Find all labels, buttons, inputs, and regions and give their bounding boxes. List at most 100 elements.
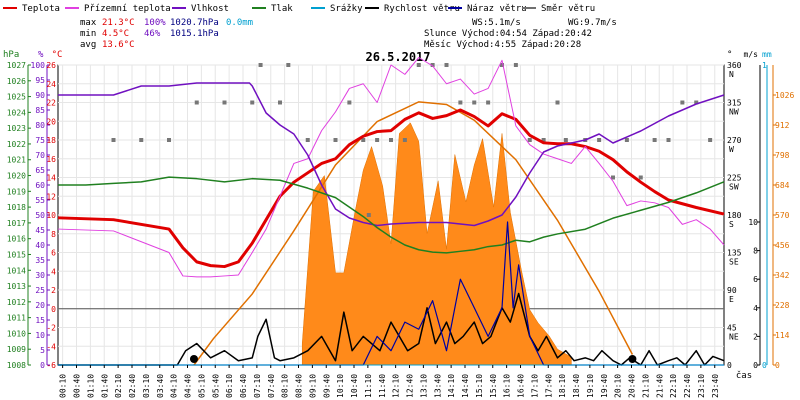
temperature-tick-label: 22 — [46, 99, 56, 108]
time-tick-label: 22:40 — [683, 374, 692, 398]
temperature-tick-label: 16 — [46, 155, 56, 164]
time-tick-label: 00:10 — [59, 374, 68, 398]
solar-tick-label: 1026 — [775, 91, 794, 100]
pressure-tick-label: 1008 — [7, 361, 26, 370]
time-tick-label: 02:40 — [128, 374, 137, 398]
time-tick-label: 15:40 — [489, 374, 498, 398]
axes: hPa% °C1008100910101011101210131014101510… — [3, 50, 794, 398]
time-tick-label: 13:40 — [433, 374, 442, 398]
humidity-tick-label: 10 — [35, 331, 45, 340]
time-tick-label: 14:40 — [461, 374, 470, 398]
pressure-tick-label: 1023 — [7, 124, 26, 133]
direction-axis-label: ° — [727, 50, 732, 60]
wind-direction-point — [111, 138, 116, 142]
wind-direction-point — [708, 138, 713, 142]
time-tick-label: 21:10 — [641, 374, 650, 398]
wind-axis-label: m/s — [744, 50, 759, 59]
rain-tick-label: 1 — [762, 61, 767, 70]
direction-tick-label: 90 — [727, 286, 737, 295]
wind-direction-point — [305, 138, 310, 142]
wind-direction-point — [389, 138, 393, 142]
time-tick-label: 02:10 — [114, 374, 123, 398]
wind-direction-point — [513, 63, 518, 67]
time-tick-label: 19:40 — [600, 374, 609, 398]
time-tick-label: 11:40 — [378, 374, 387, 398]
time-tick-label: 20:10 — [614, 374, 623, 398]
legend-label: Tlak — [271, 4, 293, 14]
temperature-tick-label: 2 — [51, 286, 56, 295]
pressure-tick-label: 1026 — [7, 77, 26, 86]
wind-direction-point — [472, 100, 477, 105]
wind-direction-point — [611, 175, 615, 180]
temperature-tick-label: 4 — [51, 267, 56, 276]
time-tick-label: 23:40 — [711, 374, 720, 398]
humidity-tick-label: 0 — [40, 361, 45, 370]
wind-direction-point — [652, 138, 657, 142]
direction-tick-letter: W — [729, 145, 734, 154]
solar-tick-label: 0 — [775, 361, 780, 370]
direction-tick-label: 360 — [727, 61, 742, 70]
time-tick-label: 15:10 — [475, 374, 484, 398]
time-tick-label: 13:10 — [419, 374, 428, 398]
time-tick-label: 01:40 — [100, 374, 109, 398]
temperature-tick-label: 12 — [46, 192, 56, 201]
avg-temp: 13.6°C — [102, 40, 135, 50]
time-tick-label: 05:40 — [211, 374, 220, 398]
wind-direction-point — [486, 100, 491, 105]
temperature-tick-label: 10 — [46, 211, 56, 220]
min-humidity: 46% — [144, 29, 161, 39]
humidity-tick-label: 35 — [35, 256, 45, 265]
direction-tick-label: 315 — [727, 99, 742, 108]
pressure-axis-label: hPa — [3, 50, 19, 60]
rain-axis-label: mm — [762, 50, 772, 59]
wind-direction-point — [597, 138, 602, 142]
wind-direction-point — [666, 138, 671, 142]
pressure-tick-label: 1012 — [7, 298, 26, 307]
time-tick-label: 16:10 — [503, 374, 512, 398]
time-tick-label: 10:10 — [336, 374, 345, 398]
solar-tick-label: 228 — [775, 301, 790, 310]
time-tick-label: 11:10 — [364, 374, 373, 398]
max-pressure: 1020.7hPa — [170, 18, 219, 28]
wind-direction-point — [375, 138, 380, 142]
wind-direction-point — [167, 138, 171, 142]
wind-direction-point — [638, 175, 643, 180]
temperature-tick-label: -6 — [46, 361, 56, 370]
time-tick-label: 18:10 — [558, 374, 567, 398]
humidity-tick-label: 50 — [35, 211, 45, 220]
time-axis-label: čas — [736, 370, 752, 381]
legend-label: Směr větru — [541, 4, 595, 14]
legend-label: Teplota — [22, 4, 60, 14]
time-tick-label: 00:40 — [73, 374, 82, 398]
legend-label: Náraz větru — [467, 4, 527, 14]
max-humidity: 100% — [144, 18, 166, 28]
direction-tick-label: 180 — [727, 211, 742, 220]
pressure-tick-label: 1015 — [7, 250, 26, 259]
max-rain: 0.0mm — [226, 18, 253, 28]
solar-tick-label: 342 — [775, 271, 790, 280]
time-tick-label: 17:10 — [530, 374, 539, 398]
legend: Teplota Přízemní teplota Vlhkost Tlak Srážky… — [3, 4, 595, 14]
time-tick-label: 14:10 — [447, 374, 456, 398]
wind-direction-point — [541, 138, 546, 142]
wind-direction-point — [694, 100, 699, 105]
humidity-tick-label: 15 — [35, 316, 45, 325]
wind-tick-label: 2 — [753, 332, 758, 341]
humidity-tick-label: 40 — [35, 241, 45, 250]
ground-temperature-line — [57, 57, 725, 278]
pressure-tick-label: 1018 — [7, 203, 26, 212]
max-label: max — [80, 18, 97, 28]
pressure-tick-label: 1025 — [7, 93, 26, 102]
time-tick-label: 08:10 — [281, 374, 290, 398]
temperature-tick-label: 18 — [46, 136, 56, 145]
direction-tick-letter: SW — [729, 183, 739, 192]
time-tick-label: 23:10 — [697, 374, 706, 398]
direction-tick-letter: S — [729, 220, 734, 229]
humidity-tick-label: 100 — [31, 61, 46, 70]
sun-times: Slunce Východ:04:54 Západ:20:42 — [424, 29, 592, 39]
temperature-tick-label: -4 — [46, 342, 56, 351]
solar-tick-label: 798 — [775, 151, 790, 160]
time-tick-label: 12:40 — [406, 374, 415, 398]
stats-block: max 21.3°C 100% 1020.7hPa 0.0mm min 4.5°… — [80, 18, 617, 50]
wind-speed-stat: WS:5.1m/s — [472, 18, 521, 28]
